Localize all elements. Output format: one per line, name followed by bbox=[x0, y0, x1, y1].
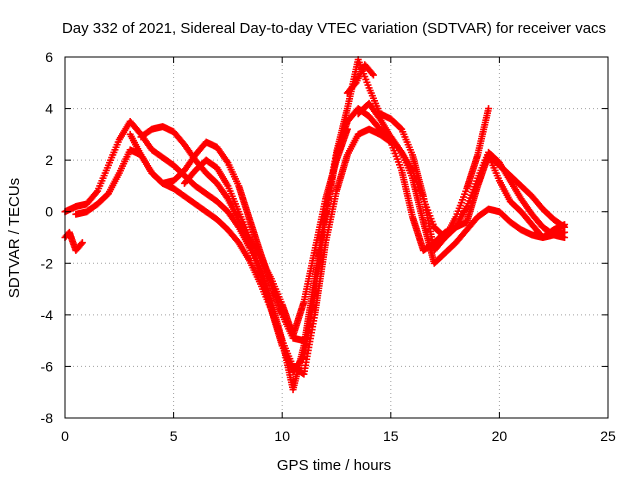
x-tick-label: 25 bbox=[600, 428, 616, 444]
data-point bbox=[368, 70, 376, 78]
chart-title: Day 332 of 2021, Sidereal Day-to-day VTE… bbox=[62, 20, 606, 37]
plot-frame bbox=[64, 56, 609, 419]
series-2 bbox=[137, 56, 493, 394]
y-tick-label: -2 bbox=[41, 255, 54, 271]
y-tick-label: 6 bbox=[45, 49, 53, 65]
axes: 0 5 10 15 20 25 -8 -6 -4 -2 0 2 4 6 bbox=[41, 49, 616, 444]
grid bbox=[65, 57, 608, 418]
data-point bbox=[92, 188, 100, 196]
data-point bbox=[369, 71, 377, 79]
data-points bbox=[61, 56, 569, 394]
x-axis-label: GPS time / hours bbox=[277, 457, 391, 474]
series-9 bbox=[343, 61, 377, 97]
y-tick-label: 2 bbox=[45, 152, 53, 168]
y-tick-label: -8 bbox=[41, 410, 54, 426]
data-point bbox=[561, 234, 569, 241]
x-tick-label: 15 bbox=[383, 428, 399, 444]
series-8 bbox=[61, 228, 86, 254]
data-point bbox=[78, 239, 86, 247]
series-7 bbox=[485, 151, 569, 231]
y-tick-label: 4 bbox=[45, 101, 53, 117]
x-tick-label: 5 bbox=[170, 428, 178, 444]
y-tick-label: -4 bbox=[41, 307, 54, 323]
series-6 bbox=[180, 125, 351, 339]
series-5 bbox=[354, 99, 569, 241]
x-tick-label: 20 bbox=[492, 428, 508, 444]
data-point bbox=[561, 223, 569, 231]
x-tick-label: 0 bbox=[61, 428, 69, 444]
data-point bbox=[343, 125, 351, 133]
data-point bbox=[300, 337, 308, 345]
data-point bbox=[397, 124, 405, 132]
data-point bbox=[351, 80, 359, 88]
y-tick-label: -6 bbox=[41, 358, 54, 374]
y-axis-label: SDTVAR / TECUs bbox=[6, 178, 23, 298]
data-point bbox=[485, 105, 493, 113]
y-tick-label: 0 bbox=[45, 204, 53, 220]
data-point bbox=[77, 240, 85, 248]
x-tick-label: 10 bbox=[274, 428, 290, 444]
